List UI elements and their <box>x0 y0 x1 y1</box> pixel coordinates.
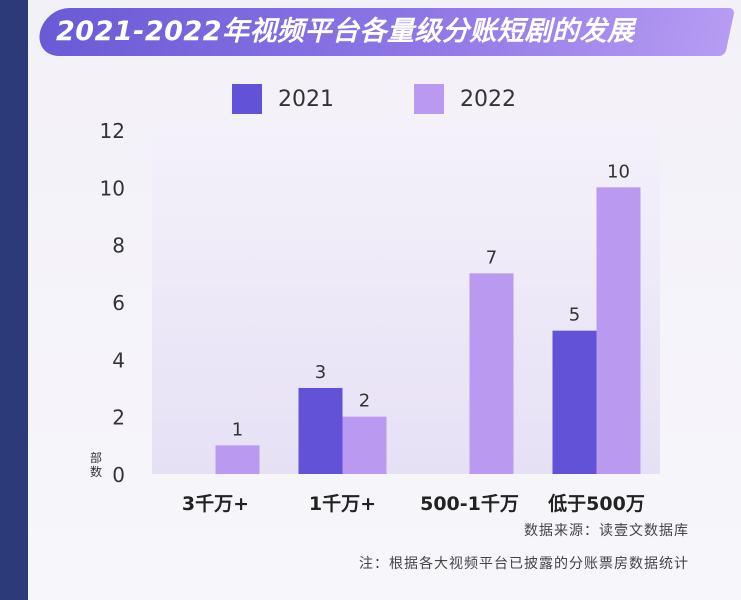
x-tick-label: 500-1千万 <box>420 493 519 515</box>
x-tick-label: 3千万+ <box>182 493 249 515</box>
y-tick-label: 0 <box>112 463 125 487</box>
x-tick-label: 1千万+ <box>309 493 376 515</box>
bar-2021 <box>298 388 343 474</box>
data-label: 7 <box>486 247 497 268</box>
y-tick-label: 8 <box>112 234 125 258</box>
legend-swatch-2022 <box>414 84 444 114</box>
data-label: 3 <box>315 362 326 383</box>
y-tick-label: 2 <box>112 406 125 430</box>
y-tick-label: 6 <box>112 291 125 315</box>
y-axis-label: 数 <box>90 464 102 479</box>
data-label: 10 <box>607 161 630 182</box>
data-source: 数据来源：读壹文数据库 <box>524 523 689 539</box>
footnote: 注：根据各大视频平台已披露的分账票房数据统计 <box>359 556 689 572</box>
legend-swatch-2021 <box>232 84 262 114</box>
y-tick-label: 4 <box>112 348 125 372</box>
data-label: 1 <box>232 419 243 440</box>
x-tick-label: 低于500万 <box>547 492 645 515</box>
bar-2022 <box>215 445 260 474</box>
bar-2022 <box>596 187 641 475</box>
legend-label-2021: 2021 <box>278 86 334 112</box>
legend-item-2022: 2022 <box>414 84 516 114</box>
data-label: 2 <box>359 391 370 412</box>
data-label: 5 <box>569 305 580 326</box>
bar-2021 <box>552 330 597 474</box>
legend-item-2021: 2021 <box>232 84 334 114</box>
y-tick-label: 10 <box>100 176 125 200</box>
legend-label-2022: 2022 <box>460 86 516 112</box>
y-tick-label: 12 <box>100 119 125 143</box>
chart-title: 2021-2022年视频平台各量级分账短剧的发展 <box>56 16 635 47</box>
y-axis-label: 部 <box>90 450 102 465</box>
bar-2022 <box>469 273 514 474</box>
bar-2022 <box>342 416 387 474</box>
